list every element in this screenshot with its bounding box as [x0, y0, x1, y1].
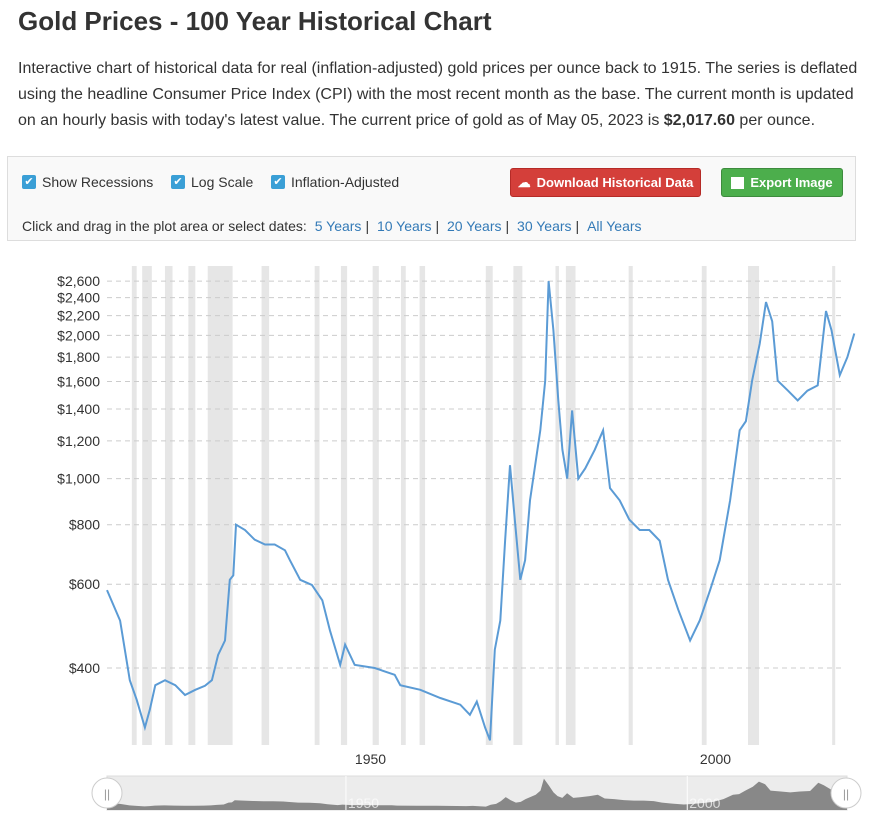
y-tick-label: $2,600: [57, 273, 100, 289]
recession-band: [314, 266, 320, 745]
navigator-label: 2000: [689, 795, 720, 811]
grip-icon: ||: [104, 787, 110, 801]
checkbox-checked-icon: ✔: [171, 175, 185, 189]
recession-band: [400, 266, 406, 745]
recession-band: [261, 266, 270, 745]
recession-band: [565, 266, 576, 745]
checkbox-label: Inflation-Adjusted: [291, 174, 400, 190]
download-historical-data-button[interactable]: ☁ Download Historical Data: [510, 168, 701, 197]
y-tick-label: $400: [69, 660, 100, 676]
inflation-adjusted-checkbox[interactable]: ✔ Inflation-Adjusted: [271, 174, 399, 190]
export-image-button[interactable]: Export Image: [721, 168, 843, 197]
range-5-years[interactable]: 5 Years: [314, 218, 362, 234]
chart-toolbar: ✔ Show Recessions ✔ Log Scale ✔ Inflation-A…: [7, 156, 856, 241]
description-text: Interactive chart of historical data for…: [18, 60, 858, 129]
y-tick-label: $1,200: [57, 433, 100, 449]
checkbox-checked-icon: ✔: [22, 175, 36, 189]
checkbox-checked-icon: ✔: [271, 175, 285, 189]
button-label: Export Image: [750, 175, 833, 190]
recession-band: [419, 266, 426, 745]
log-scale-checkbox[interactable]: ✔ Log Scale: [171, 174, 253, 190]
navigator-label: 1950: [348, 795, 379, 811]
grip-icon: ||: [843, 787, 849, 801]
y-tick-label: $1,400: [57, 401, 100, 417]
navigator-handle[interactable]: [830, 777, 862, 809]
y-tick-label: $2,400: [57, 290, 100, 306]
recession-band: [340, 266, 348, 745]
price-line: [106, 281, 856, 741]
recession-band: [748, 266, 760, 745]
y-tick-label: $1,600: [57, 373, 100, 389]
y-tick-label: $600: [69, 576, 100, 592]
y-tick-label: $1,800: [57, 349, 100, 365]
image-icon: [731, 176, 745, 189]
recession-band: [485, 266, 493, 745]
recession-band: [372, 266, 379, 745]
recession-band: [131, 266, 137, 745]
recession-band: [188, 266, 196, 745]
recession-band: [142, 266, 152, 745]
checkbox-label: Log Scale: [191, 174, 254, 190]
current-price: $2,017.60: [663, 112, 735, 129]
navigator-handle[interactable]: [91, 777, 123, 809]
y-tick-label: $800: [69, 517, 100, 533]
recession-band: [164, 266, 173, 745]
x-tick-label: 1950: [355, 751, 386, 767]
y-tick-label: $1,000: [57, 471, 100, 487]
checkbox-label: Show Recessions: [42, 174, 154, 190]
y-tick-label: $2,200: [57, 308, 100, 324]
recession-band: [513, 266, 523, 745]
range-30-years[interactable]: 30 Years: [517, 218, 572, 234]
recession-band: [832, 266, 836, 745]
cloud-download-icon: ☁: [517, 174, 531, 190]
recession-band: [207, 266, 233, 745]
date-range-selector: Click and drag in the plot area or selec…: [22, 218, 642, 234]
range-20-years[interactable]: 20 Years: [447, 218, 502, 234]
recession-band: [628, 266, 633, 745]
page-title: Gold Prices - 100 Year Historical Chart: [18, 6, 492, 36]
range-all-years[interactable]: All Years: [587, 218, 642, 234]
navigator-area: [107, 778, 847, 810]
recession-band: [701, 266, 707, 745]
button-label: Download Historical Data: [536, 175, 694, 190]
show-recessions-checkbox[interactable]: ✔ Show Recessions: [22, 174, 153, 190]
range-10-years[interactable]: 10 Years: [376, 218, 432, 234]
date-prompt: Click and drag in the plot area or selec…: [22, 218, 307, 234]
x-tick-label: 2000: [700, 751, 731, 767]
description: Interactive chart of historical data for…: [18, 56, 863, 134]
description-suffix: per ounce.: [734, 112, 816, 129]
y-tick-label: $2,000: [57, 327, 100, 343]
recession-band: [555, 266, 559, 745]
